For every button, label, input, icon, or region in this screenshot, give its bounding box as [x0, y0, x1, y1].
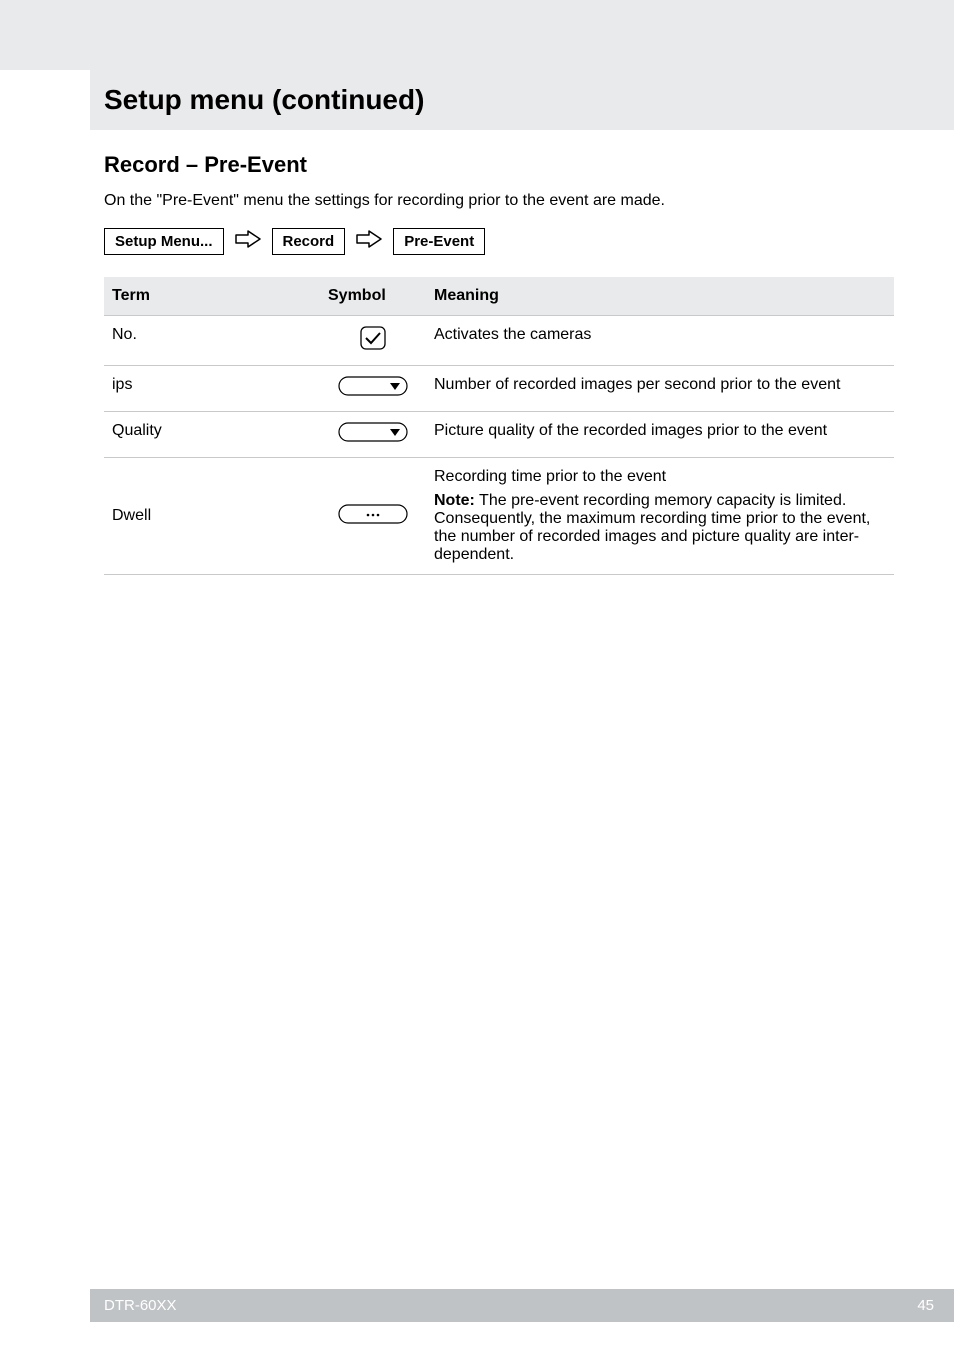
content-area: Record – Pre-Event On the "Pre-Event" me…: [104, 152, 894, 575]
top-band: [0, 0, 954, 70]
cell-symbol: [320, 316, 426, 366]
dropdown-icon: [338, 376, 408, 401]
note-label: Note:: [434, 492, 475, 509]
table-row: Quality Picture quality of the recorded …: [104, 412, 894, 458]
cell-term: ips: [104, 366, 320, 412]
cell-symbol: [320, 458, 426, 575]
table-row: ips Number of recorded images per second…: [104, 366, 894, 412]
arrow-icon: [234, 229, 262, 254]
section-heading: Record – Pre-Event: [104, 152, 894, 178]
meaning-line1: Recording time prior to the event: [434, 468, 886, 486]
page-footer: DTR-60XX 45: [90, 1289, 954, 1322]
cell-meaning: Recording time prior to the event Note: …: [426, 458, 894, 575]
settings-table: Term Symbol Meaning No. Activates the ca…: [104, 277, 894, 575]
cell-term: No.: [104, 316, 320, 366]
meaning-note: Note: The pre-event recording memory cap…: [434, 492, 886, 564]
table-row: Dwell Recording time prior to the event …: [104, 458, 894, 575]
cell-meaning: Picture quality of the recorded images p…: [426, 412, 894, 458]
arrow-icon: [355, 229, 383, 254]
cell-term: Quality: [104, 412, 320, 458]
cell-term: Dwell: [104, 458, 320, 575]
breadcrumb: Setup Menu... Record Pre-Event: [104, 228, 894, 255]
th-meaning: Meaning: [426, 277, 894, 316]
intro-text: On the "Pre-Event" menu the settings for…: [104, 192, 894, 210]
ellipsis-icon: [338, 504, 408, 529]
crumb-pre-event: Pre-Event: [393, 228, 485, 255]
title-banner: Setup menu (continued): [90, 70, 954, 130]
footer-page-number: 45: [917, 1297, 934, 1314]
table-row: No. Activates the cameras: [104, 316, 894, 366]
cell-meaning: Number of recorded images per second pri…: [426, 366, 894, 412]
crumb-setup-menu: Setup Menu...: [104, 228, 224, 255]
page: Setup menu (continued) Record – Pre-Even…: [0, 0, 954, 1354]
page-title: Setup menu (continued): [104, 84, 954, 116]
dropdown-icon: [338, 422, 408, 447]
cell-symbol: [320, 366, 426, 412]
note-text: The pre-event recording memory capacity …: [434, 492, 870, 563]
cell-symbol: [320, 412, 426, 458]
footer-model: DTR-60XX: [104, 1297, 177, 1314]
crumb-record: Record: [272, 228, 346, 255]
table-header-row: Term Symbol Meaning: [104, 277, 894, 316]
th-symbol: Symbol: [320, 277, 426, 316]
checkbox-icon: [360, 326, 386, 355]
cell-meaning: Activates the cameras: [426, 316, 894, 366]
th-term: Term: [104, 277, 320, 316]
